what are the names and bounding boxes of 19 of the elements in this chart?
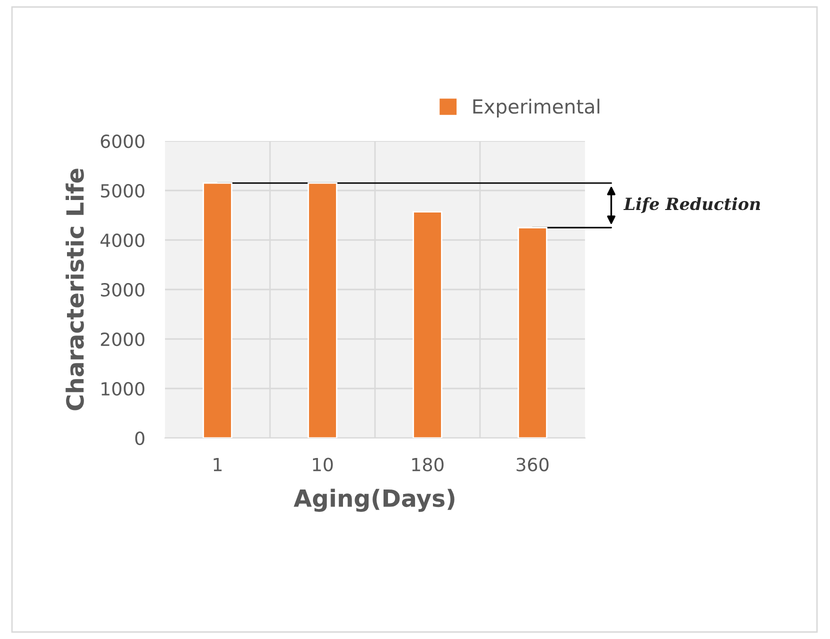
bar	[308, 182, 338, 438]
x-tick-label: 360	[516, 458, 549, 472]
y-tick-label: 3000	[100, 282, 144, 297]
y-tick-label: 5000	[101, 184, 144, 198]
y-tick-label: 6000	[100, 134, 144, 148]
y-tick-label: 2000	[100, 332, 144, 346]
y-tick-label: 1000	[102, 382, 144, 396]
bar	[202, 182, 232, 438]
x-axis-title: Aging(Days)	[294, 488, 454, 512]
bar	[412, 211, 442, 438]
y-tick-label: 0	[135, 431, 144, 446]
text: Life Reduction	[623, 197, 760, 214]
y-tick-label: 4000	[100, 233, 144, 248]
x-tick-label: 180	[412, 458, 444, 472]
x-tick-label: 10	[312, 458, 333, 472]
x-tick-label: 1	[214, 458, 222, 472]
legend-label: Experimental	[473, 98, 600, 118]
y-axis-title: Characteristic Life	[66, 168, 84, 410]
bar	[518, 226, 548, 438]
